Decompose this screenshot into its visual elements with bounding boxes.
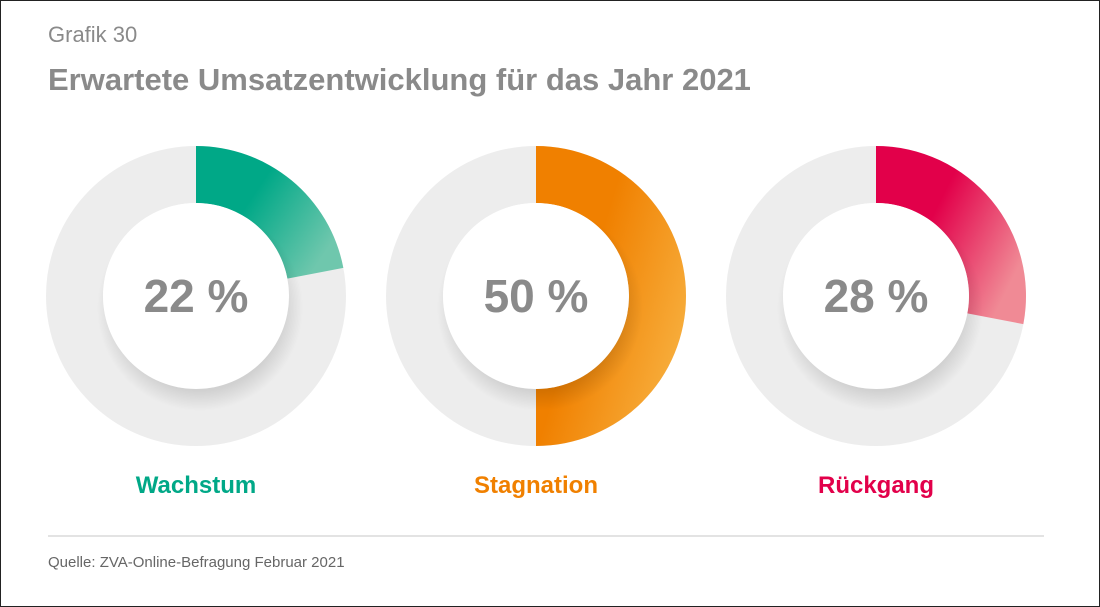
donut-1: 50 % xyxy=(386,146,686,446)
donut-segment-wachstum xyxy=(196,146,344,279)
data-label: 28 % xyxy=(824,270,929,322)
donut-0: 22 % xyxy=(46,146,346,446)
donut-hole xyxy=(783,203,969,389)
chart-subtitle: Grafik 30 xyxy=(48,22,138,47)
donut-2: 28 % xyxy=(726,146,1026,446)
divider xyxy=(48,535,1044,537)
source-note: Quelle: ZVA-Online-Befragung Februar 202… xyxy=(48,554,345,571)
donut-hole xyxy=(443,203,629,389)
donut-hole xyxy=(103,203,289,389)
data-label: 22 % xyxy=(144,270,249,322)
category-label-wachstum: Wachstum xyxy=(135,472,257,499)
chart-title: Erwartete Umsatzentwicklung für das Jahr… xyxy=(48,62,751,97)
category-label-rueckgang: Rückgang xyxy=(817,472,934,499)
category-label-stagnation: Stagnation xyxy=(474,472,598,499)
donut-segment-stagnation xyxy=(536,146,686,446)
data-label: 50 % xyxy=(484,270,589,322)
